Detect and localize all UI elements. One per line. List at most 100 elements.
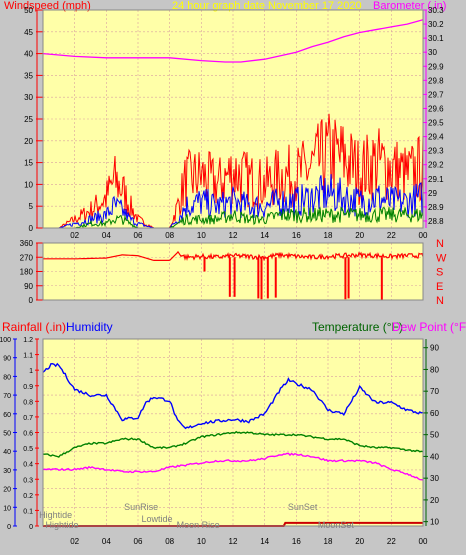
time-tick-label: 04 xyxy=(102,537,111,546)
direction-tick-label: 0 xyxy=(29,296,34,305)
temperature-axis-title: Temperature (°F) xyxy=(312,320,403,334)
compass-direction-label: W xyxy=(436,252,447,264)
time-tick-label: 18 xyxy=(324,231,333,240)
barometer-tick-label: 30.1 xyxy=(428,34,444,43)
windspeed-tick-label: 20 xyxy=(24,137,33,146)
humidity-tick-label: 100 xyxy=(0,337,11,344)
time-tick-label: 00 xyxy=(419,537,428,546)
rainfall-tick-label: 1.2 xyxy=(23,337,33,344)
temperature-tick-label: 90 xyxy=(430,344,439,353)
barometer-tick-label: 29.8 xyxy=(428,76,444,85)
barometer-tick-label: 29.1 xyxy=(428,175,444,184)
barometer-tick-label: 30.3 xyxy=(428,6,444,15)
time-tick-label: 04 xyxy=(102,231,111,240)
direction-tick-label: 360 xyxy=(20,239,34,248)
wind-wind-low-line xyxy=(43,206,424,229)
rainfall-tick-label: 0.4 xyxy=(23,462,33,469)
time-tick-label: 12 xyxy=(229,537,238,546)
time-tick-label: 22 xyxy=(387,537,396,546)
windspeed-tick-label: 40 xyxy=(24,50,33,59)
temperature-tick-label: 10 xyxy=(430,518,439,527)
humidity-tick-label: 90 xyxy=(3,356,11,363)
rainfall-axis-title: Rainfall (.in) xyxy=(2,320,66,334)
rainfall-tick-label: 0.6 xyxy=(23,431,33,438)
barometer-tick-label: 30.2 xyxy=(428,20,444,29)
time-tick-label: 16 xyxy=(292,537,301,546)
windspeed-tick-label: 25 xyxy=(24,115,33,124)
time-tick-label: 06 xyxy=(134,537,143,546)
event-label: MoonSet xyxy=(318,520,355,530)
barometer-tick-label: 28.9 xyxy=(428,203,444,212)
windspeed-tick-label: 5 xyxy=(29,202,34,211)
rainfall-tick-label: 1 xyxy=(29,368,33,375)
time-tick-label: 08 xyxy=(165,231,174,240)
event-label: Moon Rise xyxy=(177,520,220,530)
rainfall-tick-label: 0.7 xyxy=(23,415,33,422)
barometer-axis-title: Barometer (.in) xyxy=(373,0,446,12)
humidity-tick-label: 70 xyxy=(3,393,11,400)
humidity-tick-label: 0 xyxy=(7,524,11,531)
rainfall-tick-label: 0.5 xyxy=(23,446,33,453)
rainfall-tick-label: 0.1 xyxy=(23,508,33,515)
humidity-axis-title: Humidity xyxy=(66,320,113,334)
windspeed-axis-title: Windspeed (mph) xyxy=(4,0,91,12)
temperature-tick-label: 50 xyxy=(430,431,439,440)
time-tick-label: 12 xyxy=(229,231,238,240)
wind-baro-frame xyxy=(42,9,424,229)
temperature-tick-label: 40 xyxy=(430,452,439,461)
barometer-tick-label: 29.9 xyxy=(428,62,444,71)
direction-tick-label: 180 xyxy=(20,268,34,277)
temperature-tick-label: 20 xyxy=(430,496,439,505)
humidity-temp-frame xyxy=(42,338,424,527)
time-tick-label: 20 xyxy=(355,231,364,240)
windspeed-tick-label: 0 xyxy=(29,224,34,233)
time-tick-label: 02 xyxy=(70,537,79,546)
windspeed-tick-label: 10 xyxy=(24,180,33,189)
humidity-line xyxy=(42,362,424,430)
time-tick-label: 14 xyxy=(260,231,269,240)
time-tick-label: 00 xyxy=(419,231,428,240)
direction-tick-label: 90 xyxy=(24,282,33,291)
humidity-tick-label: 50 xyxy=(3,431,11,438)
temperature-tick-label: 60 xyxy=(430,409,439,418)
barometer-tick-label: 29.5 xyxy=(428,119,444,128)
barometer-tick-label: 29.7 xyxy=(428,90,444,99)
barometer-tick-label: 29.2 xyxy=(428,161,444,170)
humidity-tick-label: 80 xyxy=(3,374,11,381)
direction-tick-label: 270 xyxy=(20,253,34,262)
windspeed-tick-label: 45 xyxy=(24,28,33,37)
time-tick-label: 08 xyxy=(165,537,174,546)
barometer-line xyxy=(42,19,424,63)
time-tick-label: 06 xyxy=(134,231,143,240)
compass-direction-label: N xyxy=(436,295,444,307)
time-tick-label: 10 xyxy=(197,537,206,546)
wind-direction-line xyxy=(43,250,424,262)
windspeed-tick-label: 15 xyxy=(24,159,33,168)
event-label: Hightide xyxy=(39,510,72,520)
event-label: Lowtide xyxy=(141,514,172,524)
dew-point-line xyxy=(42,452,424,481)
windspeed-tick-label: 30 xyxy=(24,93,33,102)
time-tick-label: 20 xyxy=(355,537,364,546)
temperature-tick-label: 70 xyxy=(430,387,439,396)
temperature-tick-label: 30 xyxy=(430,474,439,483)
humidity-tick-label: 10 xyxy=(3,505,11,512)
rainfall-tick-label: 0.9 xyxy=(23,384,33,391)
compass-direction-label: N xyxy=(436,238,444,250)
event-label: SunRise xyxy=(124,502,158,512)
wind-wind-gust-line xyxy=(43,113,424,229)
rainfall-tick-label: 0.8 xyxy=(23,399,33,406)
barometer-tick-label: 30 xyxy=(428,48,437,57)
barometer-tick-label: 29 xyxy=(428,189,437,198)
time-tick-label: 14 xyxy=(260,537,269,546)
graph-date-title: 24 hour graph date November 17 2020 xyxy=(172,0,362,12)
dynamic-chart-layer: 0510152025303540455028.828.92929.129.229… xyxy=(0,6,447,546)
time-tick-label: 10 xyxy=(197,231,206,240)
time-tick-label: 16 xyxy=(292,231,301,240)
wind-direction-frame xyxy=(42,242,424,301)
barometer-tick-label: 29.3 xyxy=(428,147,444,156)
rainfall-tick-label: 0 xyxy=(29,524,33,531)
time-tick-label: 22 xyxy=(387,231,396,240)
